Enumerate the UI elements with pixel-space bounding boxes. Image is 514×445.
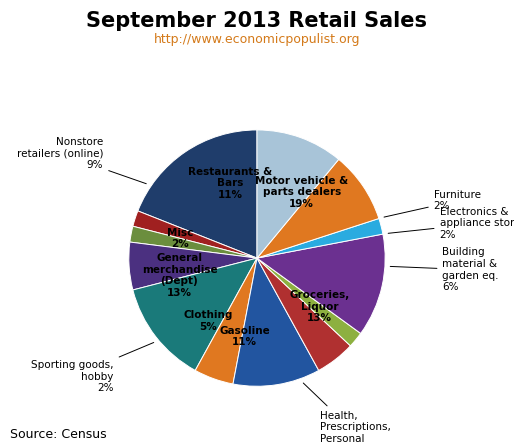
Text: Sporting goods,
hobby
2%: Sporting goods, hobby 2% [31, 343, 154, 393]
Text: General
merchandise
(Dept)
13%: General merchandise (Dept) 13% [142, 253, 217, 298]
Wedge shape [133, 211, 257, 258]
Text: September 2013 Retail Sales: September 2013 Retail Sales [86, 11, 428, 31]
Text: Gasoline
11%: Gasoline 11% [219, 326, 270, 348]
Text: Restaurants &
Bars
11%: Restaurants & Bars 11% [188, 167, 272, 200]
Text: http://www.economicpopulist.org: http://www.economicpopulist.org [154, 33, 360, 46]
Text: Motor vehicle &
parts dealers
19%: Motor vehicle & parts dealers 19% [255, 176, 348, 209]
Text: Groceries,
Liquor
13%: Groceries, Liquor 13% [290, 290, 350, 324]
Text: Building
material &
garden eq.
6%: Building material & garden eq. 6% [390, 247, 499, 292]
Text: Nonstore
retailers (online)
9%: Nonstore retailers (online) 9% [17, 137, 146, 184]
Wedge shape [233, 258, 319, 386]
Wedge shape [257, 258, 361, 346]
Text: Clothing
5%: Clothing 5% [183, 310, 233, 332]
Wedge shape [195, 258, 257, 384]
Text: Health,
Prescriptions,
Personal
5%: Health, Prescriptions, Personal 5% [303, 383, 391, 445]
Wedge shape [129, 242, 257, 290]
Wedge shape [257, 159, 379, 258]
Wedge shape [257, 258, 351, 370]
Wedge shape [130, 226, 257, 258]
Text: Misc
2%: Misc 2% [167, 227, 193, 249]
Wedge shape [138, 130, 257, 258]
Wedge shape [133, 258, 257, 370]
Text: Electronics &
appliance stores
2%: Electronics & appliance stores 2% [388, 206, 514, 240]
Wedge shape [257, 218, 383, 258]
Text: Furniture
2%: Furniture 2% [384, 190, 481, 217]
Wedge shape [257, 130, 339, 258]
Wedge shape [257, 234, 385, 333]
Text: Source: Census: Source: Census [10, 428, 107, 441]
